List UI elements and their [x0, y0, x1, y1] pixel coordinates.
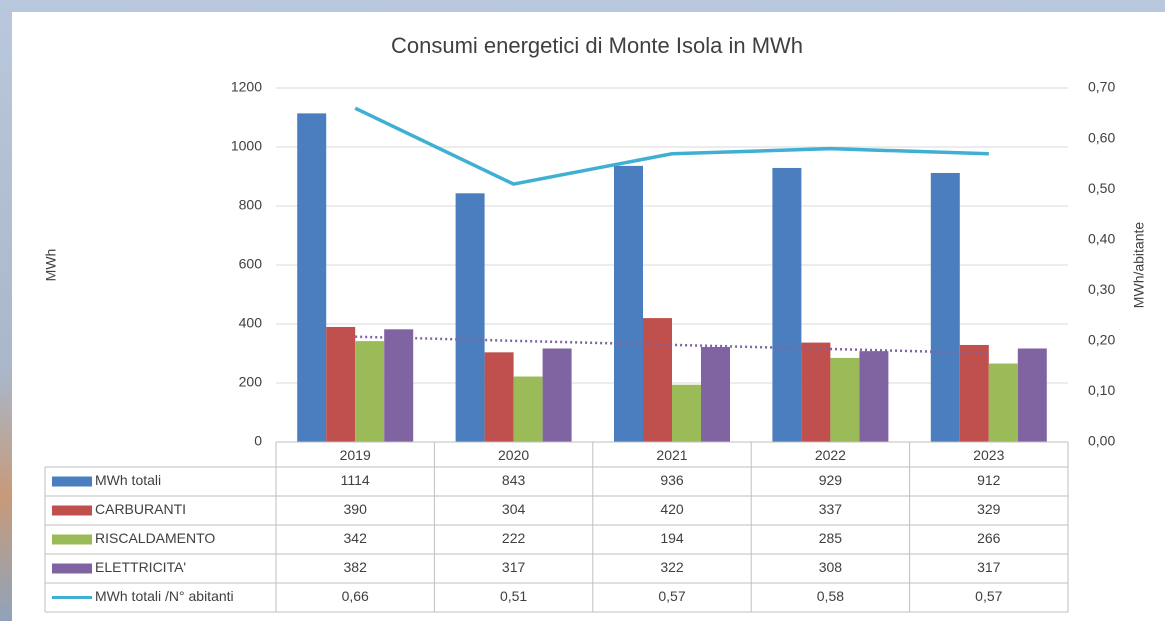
y-tick-label: 200: [239, 374, 263, 390]
line-series: [354, 106, 989, 186]
table-value: 222: [502, 530, 526, 546]
table-value: 382: [344, 559, 368, 575]
legend-key: [52, 476, 92, 487]
bar: [455, 193, 485, 442]
table-value: 0,57: [658, 588, 685, 604]
bar: [484, 352, 514, 442]
y-axis-label: MWh: [43, 249, 59, 282]
table-value: 285: [819, 530, 843, 546]
x-tick-label: 2023: [973, 447, 1004, 463]
y-tick-label: 400: [239, 315, 263, 331]
bar: [801, 342, 831, 442]
bar: [614, 165, 643, 442]
legend-label: RISCALDAMENTO: [95, 530, 215, 546]
table-value: 317: [977, 559, 1001, 575]
legend-label: ELETTRICITA': [95, 559, 186, 575]
table-value: 0,58: [817, 588, 844, 604]
bar: [355, 341, 385, 442]
y-tick-label: 600: [239, 256, 263, 272]
bar: [1017, 348, 1047, 442]
y2-tick-label: 0,20: [1088, 332, 1115, 348]
table-value: 337: [819, 501, 843, 517]
table-value: 929: [819, 472, 843, 488]
table-value: 912: [977, 472, 1001, 488]
y-tick-label: 1200: [231, 79, 262, 95]
bar: [672, 384, 701, 442]
legend-label: MWh totali: [95, 472, 161, 488]
table-value: 317: [502, 559, 526, 575]
table-value: 266: [977, 530, 1001, 546]
table-value: 936: [660, 472, 684, 488]
y2-tick-label: 0,10: [1088, 382, 1115, 398]
legend-key: [52, 534, 92, 545]
table-value: 322: [660, 559, 684, 575]
table-value: 194: [660, 530, 684, 546]
y2-tick-label: 0,40: [1088, 230, 1115, 246]
trend-line: [355, 335, 989, 355]
legend-key: [52, 505, 92, 516]
bar: [384, 329, 414, 442]
table-value: 420: [660, 501, 684, 517]
y2-tick-label: 0,30: [1088, 281, 1115, 297]
bar: [772, 167, 802, 442]
table-value: 304: [502, 501, 526, 517]
bar: [513, 376, 543, 442]
table-value: 0,66: [342, 588, 369, 604]
x-tick-label: 2022: [815, 447, 846, 463]
y2-tick-label: 0,50: [1088, 180, 1115, 196]
bar: [930, 172, 960, 442]
x-tick-label: 2019: [340, 447, 371, 463]
y-tick-label: 800: [239, 197, 263, 213]
x-tick-label: 2020: [498, 447, 529, 463]
table-value: 1114: [341, 472, 370, 488]
bar: [830, 357, 860, 442]
table-value: 342: [344, 530, 368, 546]
chart-title: Consumi energetici di Monte Isola in MWh: [391, 33, 803, 58]
bar: [326, 326, 356, 442]
bar: [988, 363, 1018, 442]
table-value: 329: [977, 501, 1001, 517]
table-value: 0,57: [975, 588, 1002, 604]
y2-tick-label: 0,70: [1088, 79, 1115, 95]
legend-key: [52, 563, 92, 574]
bar: [542, 348, 572, 442]
y-tick-label: 1000: [231, 138, 262, 154]
table-value: 0,51: [500, 588, 527, 604]
y2-tick-label: 0,00: [1088, 433, 1115, 449]
legend-label: MWh totali /N° abitanti: [95, 588, 234, 604]
bar: [297, 113, 327, 443]
bar: [701, 347, 730, 442]
bar: [643, 318, 672, 442]
table-value: 843: [502, 472, 526, 488]
bar: [959, 344, 989, 442]
table-value: 308: [819, 559, 843, 575]
legend-label: CARBURANTI: [95, 501, 186, 517]
y2-tick-label: 0,60: [1088, 129, 1115, 145]
chart-panel: [12, 12, 1165, 621]
table-value: 390: [344, 501, 368, 517]
y2-axis-label: MWh/abitante: [1131, 222, 1147, 309]
y-tick-label: 0: [254, 433, 262, 449]
x-tick-label: 2021: [656, 447, 687, 463]
bar: [859, 351, 889, 442]
